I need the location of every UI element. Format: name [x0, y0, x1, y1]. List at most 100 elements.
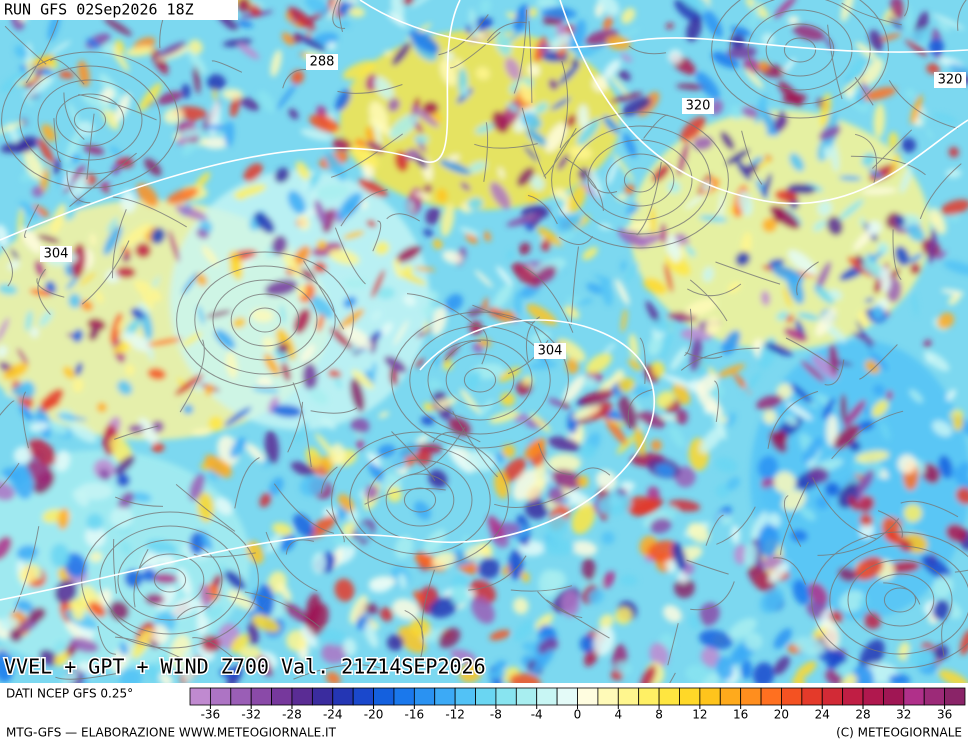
field-patch: [151, 442, 165, 453]
streamline: [421, 569, 435, 641]
field-patch: [413, 590, 425, 604]
field-patch: [494, 471, 510, 499]
field-patch: [721, 330, 741, 355]
field-patch: [179, 128, 202, 139]
field-patch: [604, 416, 627, 445]
field-patch: [551, 469, 584, 490]
colorbar-box: [923, 687, 946, 706]
streamline: [282, 69, 308, 89]
field-patch: [464, 370, 481, 393]
field-patch: [233, 184, 267, 199]
streamline: [883, 587, 917, 613]
field-patch: [201, 531, 213, 551]
field-patch: [413, 501, 431, 520]
field-patch: [859, 522, 875, 539]
colorbar-box: [495, 687, 517, 706]
field-patch: [535, 613, 554, 630]
field-patch: [432, 354, 441, 367]
field-patch: [410, 0, 434, 8]
field-patch: [663, 605, 682, 623]
field-patch: [866, 252, 877, 263]
field-patch: [861, 187, 897, 195]
streamline: [859, 344, 898, 380]
field-patch: [257, 90, 276, 114]
field-patch: [763, 409, 777, 425]
field-patch: [308, 387, 329, 405]
field-patch: [314, 199, 328, 228]
field-patch: [439, 159, 472, 175]
field-patch: [728, 618, 757, 640]
field-patch: [530, 175, 545, 190]
streamline: [623, 167, 657, 193]
colorbar-box: [209, 687, 232, 706]
field-patch: [651, 361, 665, 378]
field-patch: [74, 362, 83, 376]
field-patch: [773, 430, 788, 445]
field-patch: [621, 308, 627, 333]
field-patch: [616, 193, 628, 201]
field-patch: [342, 60, 376, 80]
field-patch: [615, 607, 633, 625]
field-patch: [468, 161, 487, 173]
field-patch: [447, 154, 460, 162]
streamline: [13, 526, 40, 613]
field-patch: [549, 33, 572, 52]
field-patch: [948, 292, 962, 306]
field-patch: [814, 261, 832, 293]
field-patch: [398, 573, 407, 589]
streamline: [538, 443, 572, 475]
colorbar-box: [291, 687, 313, 706]
field-patch: [427, 378, 442, 392]
field-patch: [655, 391, 675, 409]
field-patch: [15, 599, 34, 612]
field-patch: [729, 105, 744, 120]
field-patch: [380, 322, 394, 336]
streamline: [427, 339, 533, 421]
field-patch: [937, 22, 951, 32]
field-patch: [757, 455, 779, 479]
field-patch: [725, 148, 750, 166]
field-patch: [650, 206, 656, 236]
field-patch: [387, 634, 404, 651]
field-patch: [826, 656, 842, 670]
field-patch: [597, 493, 632, 516]
field-patch: [764, 342, 794, 356]
field-patch: [201, 136, 230, 149]
field-patch: [119, 540, 132, 556]
field-patch: [769, 205, 800, 230]
field-patch: [65, 274, 80, 290]
field-patch: [513, 4, 530, 33]
field-patch: [263, 353, 280, 376]
streamline: [773, 557, 807, 585]
contour-label: 304: [538, 344, 563, 359]
gpt-contours: [0, 0, 968, 601]
colorbar-box: [740, 687, 762, 706]
field-patch: [932, 599, 951, 621]
field-patch: [114, 93, 131, 123]
streamline: [486, 21, 527, 42]
field-patch: [79, 272, 97, 286]
field-patch: [20, 227, 42, 254]
streamline: [468, 555, 527, 591]
field-patch: [142, 294, 154, 311]
field-patch: [288, 108, 299, 120]
field-patch: [492, 283, 513, 310]
streamline: [4, 25, 47, 65]
field-patch: [300, 625, 318, 648]
field-patch: [86, 513, 104, 531]
field-patch: [519, 242, 531, 255]
field-patch: [776, 383, 793, 400]
field-patch: [116, 318, 124, 332]
streamline: [114, 496, 164, 507]
field-patch: [152, 573, 178, 584]
streamline: [391, 311, 569, 449]
streamline: [244, 591, 321, 628]
field-patch: [191, 428, 213, 437]
field-patch: [474, 270, 493, 288]
streamline: [349, 445, 491, 555]
field-patch: [141, 567, 156, 583]
field-patch: [121, 253, 131, 263]
field-patch: [890, 149, 901, 177]
colorbar-box: [373, 687, 395, 706]
field-patch: [343, 325, 372, 350]
